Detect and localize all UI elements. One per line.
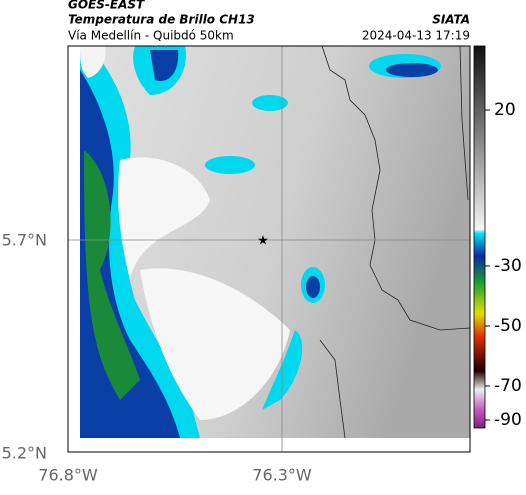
location: Vía Medellín - Quibdó 50km bbox=[68, 29, 234, 43]
source: SIATA bbox=[432, 13, 470, 27]
colorbar-label: 20 bbox=[494, 100, 516, 120]
colorbar-label: -90 bbox=[494, 410, 522, 430]
lon-label: 76.3°W bbox=[252, 466, 312, 485]
colorbar-label: -70 bbox=[494, 376, 522, 396]
title: GOES-EAST bbox=[68, 0, 145, 12]
lat-label: 5.2°N bbox=[2, 444, 47, 463]
lon-label: 76.8°W bbox=[38, 466, 98, 485]
colorbar bbox=[473, 45, 486, 429]
colorbar-label: -50 bbox=[494, 316, 522, 336]
colorbar-label: -30 bbox=[494, 256, 522, 276]
svg-text:★: ★ bbox=[257, 234, 269, 249]
datetime: 2024-04-13 17:19 bbox=[362, 29, 470, 43]
satellite-image: ★ bbox=[67, 45, 471, 453]
lat-label: 5.7°N bbox=[2, 231, 47, 250]
subtitle: Temperatura de Brillo CH13 bbox=[68, 13, 255, 27]
